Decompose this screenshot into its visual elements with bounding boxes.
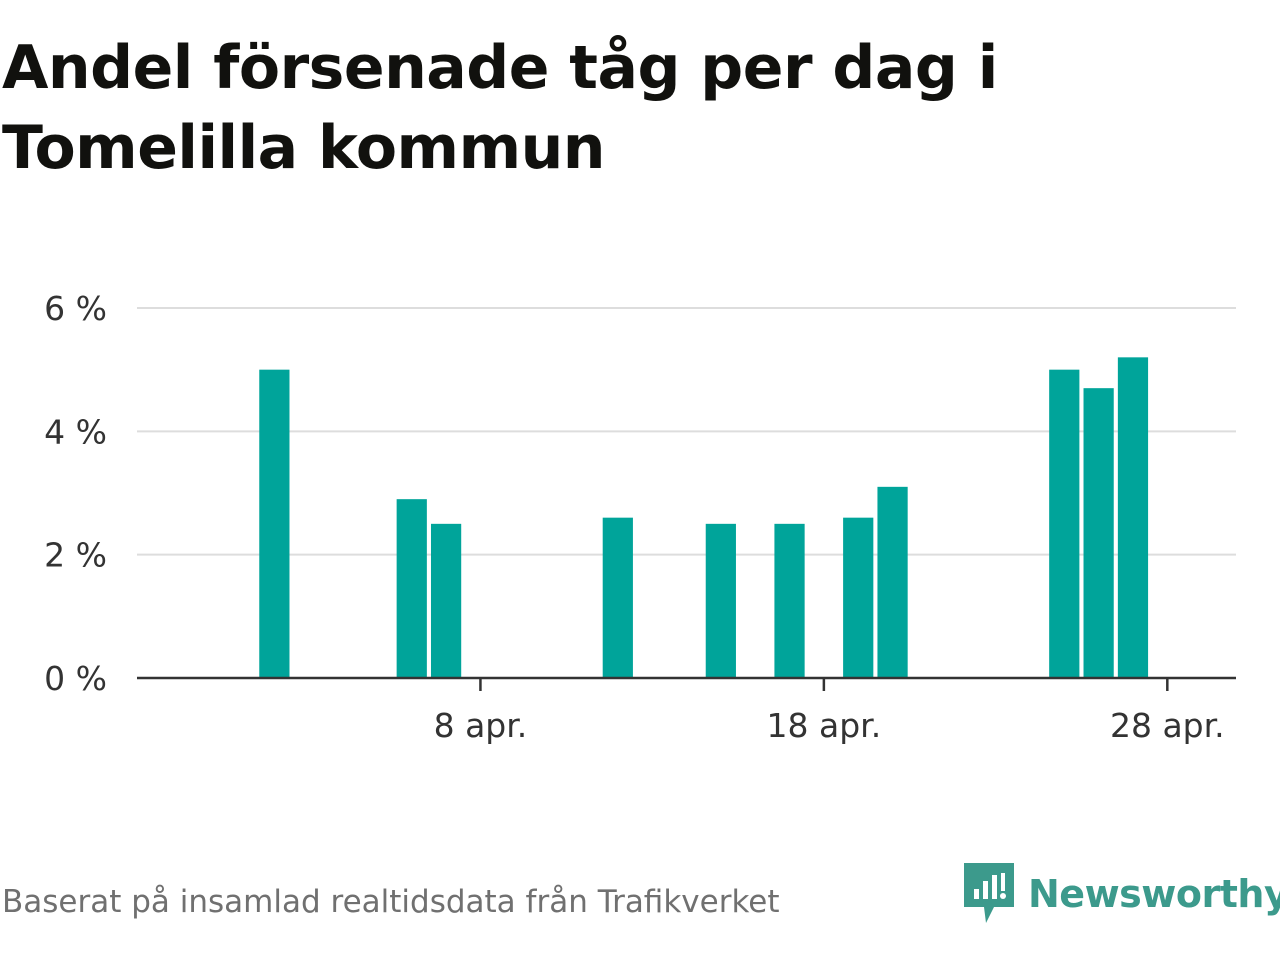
bar <box>877 486 908 678</box>
y-axis-ticks: 0 % 2 % 4 % 6 % <box>44 289 107 698</box>
bar <box>430 523 462 678</box>
bar <box>259 369 290 678</box>
y-tick-label: 2 % <box>44 536 107 575</box>
bar <box>1117 357 1149 678</box>
bar-chart: 0 % 2 % 4 % 6 % 8 apr. 18 apr. 28 apr. <box>44 289 1236 745</box>
brand-name: Newsworthy <box>1028 872 1280 916</box>
bar <box>602 517 633 678</box>
bar <box>396 499 427 678</box>
bar <box>1049 369 1080 678</box>
y-tick-label: 6 % <box>44 289 107 328</box>
y-tick-label: 4 % <box>44 412 107 451</box>
x-tick-label: 18 apr. <box>767 706 882 745</box>
x-axis-ticks: 8 apr. 18 apr. 28 apr. <box>434 678 1225 745</box>
newsworthy-logo-icon <box>964 863 1014 923</box>
bar <box>705 523 736 678</box>
x-tick-label: 8 apr. <box>434 706 528 745</box>
bar <box>843 517 874 678</box>
y-tick-label: 0 % <box>44 659 107 698</box>
source-note: Baserat på insamlad realtidsdata från Tr… <box>2 884 780 920</box>
bar <box>1083 388 1114 678</box>
brand-logo: Newsworthy <box>964 862 1280 926</box>
bars <box>259 357 1149 678</box>
chart-title: Andel försenade tåg per dag i Tomelilla … <box>2 33 998 183</box>
bar <box>774 523 805 678</box>
x-tick-label: 28 apr. <box>1110 706 1225 745</box>
